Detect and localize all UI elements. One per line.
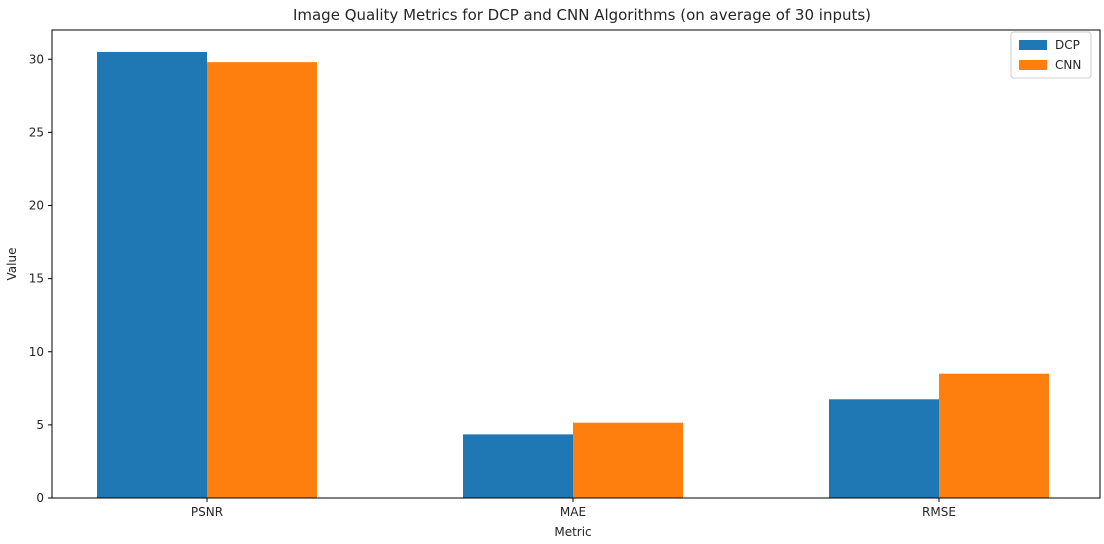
y-tick-label: 15 xyxy=(29,272,44,286)
bar-cnn-mae xyxy=(573,422,683,498)
y-tick-label: 20 xyxy=(29,199,44,213)
bars xyxy=(97,51,1049,499)
x-tick-label: MAE xyxy=(560,505,586,519)
bar-cnn-rmse xyxy=(939,373,1049,498)
y-tick-label: 25 xyxy=(29,125,44,139)
legend-swatch-dcp xyxy=(1019,40,1047,50)
bar-dcp-psnr xyxy=(97,51,207,498)
y-tick-label: 5 xyxy=(36,418,44,432)
x-tick-label: PSNR xyxy=(191,505,223,519)
bar-cnn-psnr xyxy=(207,62,317,499)
legend: DCP CNN xyxy=(1010,31,1092,79)
legend-label-cnn: CNN xyxy=(1055,58,1081,72)
axes-frame xyxy=(51,29,1101,499)
y-tick-label: 30 xyxy=(29,52,44,66)
x-tick-label: RMSE xyxy=(922,505,956,519)
legend-swatch-cnn xyxy=(1019,60,1047,70)
legend-label-dcp: DCP xyxy=(1055,38,1080,52)
x-axis-label: Metric xyxy=(554,525,591,539)
bar-dcp-mae xyxy=(463,434,573,498)
axes: 0 5 10 15 20 25 30 PSNR MAE RMSE xyxy=(29,29,1101,519)
bar-dcp-rmse xyxy=(829,399,939,498)
y-tick-label: 0 xyxy=(36,491,44,505)
y-tick-label: 10 xyxy=(29,345,44,359)
y-axis-label: Value xyxy=(5,248,19,281)
chart-title: Image Quality Metrics for DCP and CNN Al… xyxy=(293,6,871,24)
